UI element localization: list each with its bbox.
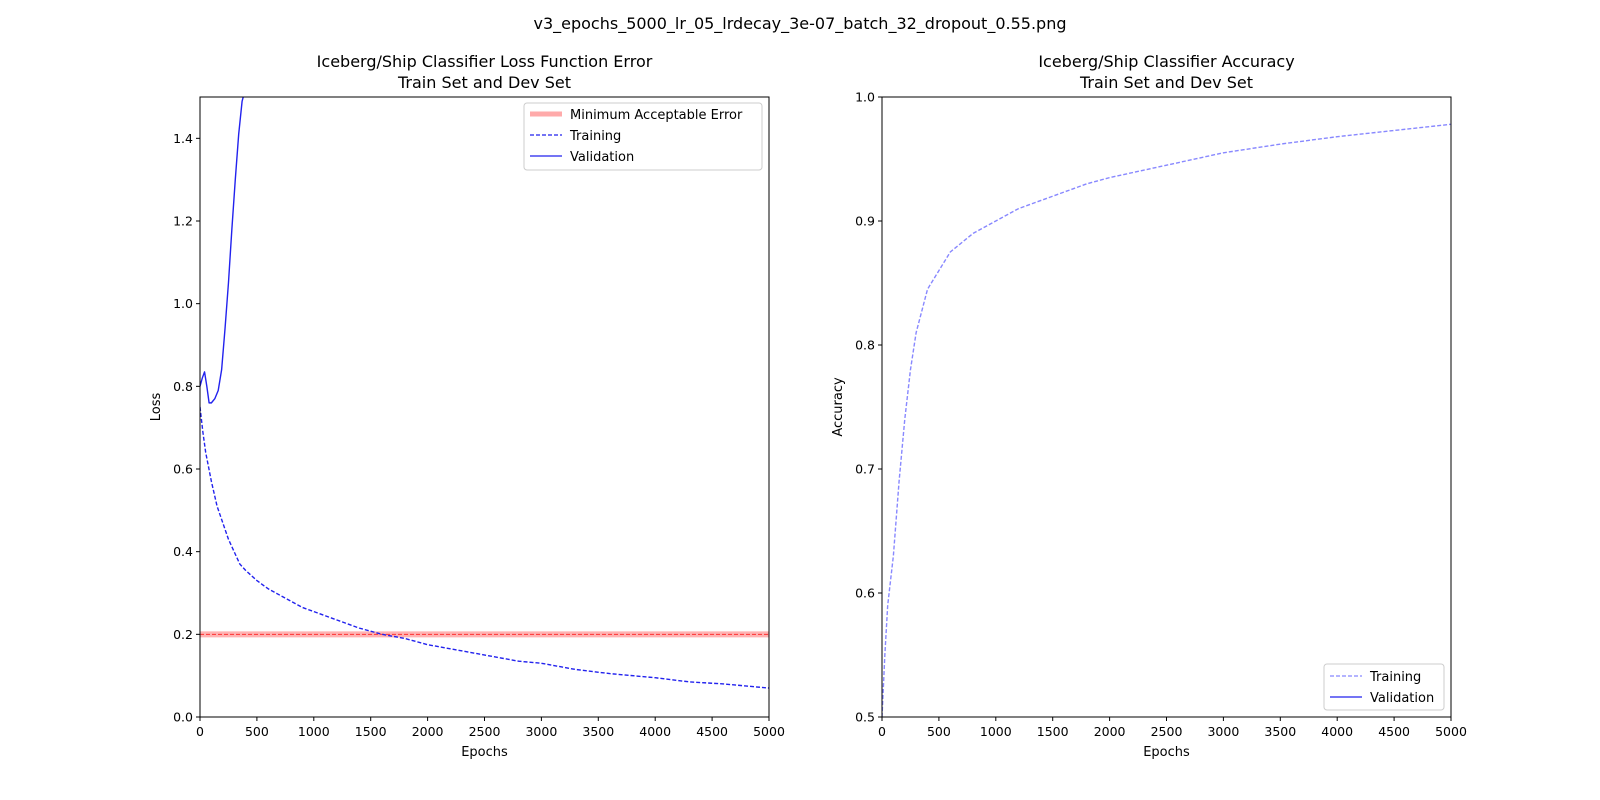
loss-chart-title-line-2: Train Set and Dev Set	[397, 73, 571, 92]
loss-chart-xlabel: Epochs	[461, 745, 508, 760]
accuracy-chart: Iceberg/Ship Classifier Accuracy Train S…	[831, 52, 1467, 760]
accuracy-xtick-label: 2000	[1094, 724, 1126, 739]
loss-ytick-label: 0.4	[173, 544, 193, 559]
loss-series-validation-line	[200, 97, 244, 404]
loss-chart-title-line-1: Iceberg/Ship Classifier Loss Function Er…	[317, 52, 653, 71]
figure-suptitle: v3_epochs_5000_lr_05_lrdecay_3e-07_batch…	[533, 14, 1066, 34]
loss-ytick-label: 0.0	[173, 710, 193, 725]
loss-xtick-label: 3000	[525, 724, 557, 739]
loss-xtick-label: 500	[245, 724, 269, 739]
loss-ytick-label: 0.2	[173, 627, 193, 642]
accuracy-legend-label-validation: Validation	[1370, 691, 1434, 706]
accuracy-xtick-label: 3000	[1207, 724, 1239, 739]
loss-series-training-line	[200, 406, 769, 689]
loss-legend-label-validation: Validation	[570, 150, 634, 165]
accuracy-legend-label-training: Training	[1369, 670, 1421, 685]
accuracy-chart-legend: Training Validation	[1323, 663, 1445, 711]
loss-xtick-label: 1000	[298, 724, 330, 739]
accuracy-xtick-label: 1000	[980, 724, 1012, 739]
loss-xtick-label: 1500	[355, 724, 387, 739]
accuracy-xtick-label: 0	[878, 724, 886, 739]
accuracy-ytick-label: 0.6	[855, 586, 875, 601]
accuracy-ytick-label: 0.9	[855, 214, 875, 229]
accuracy-chart-ylabel: Accuracy	[831, 377, 846, 437]
accuracy-chart-title-line-2: Train Set and Dev Set	[1079, 73, 1253, 92]
loss-legend-box	[523, 102, 763, 171]
loss-xtick-label: 2500	[469, 724, 501, 739]
loss-xtick-label: 3500	[582, 724, 614, 739]
loss-ytick-label: 0.8	[173, 379, 193, 394]
loss-xtick-label: 2000	[412, 724, 444, 739]
accuracy-xtick-label: 2500	[1151, 724, 1183, 739]
loss-xtick-label: 4000	[639, 724, 671, 739]
accuracy-ytick-label: 1.0	[855, 90, 875, 105]
loss-ytick-label: 1.0	[173, 296, 193, 311]
loss-ytick-label: 1.2	[173, 214, 193, 229]
loss-chart-ylabel: Loss	[149, 393, 164, 422]
accuracy-xtick-label: 1500	[1037, 724, 1069, 739]
loss-chart-legend: Minimum Acceptable Error Training Valida…	[523, 102, 763, 171]
accuracy-xtick-label: 5000	[1435, 724, 1467, 739]
accuracy-chart-frame	[881, 96, 1452, 718]
loss-xtick-label: 0	[196, 724, 204, 739]
loss-ytick-label: 1.4	[173, 131, 193, 146]
loss-chart: Iceberg/Ship Classifier Loss Function Er…	[149, 52, 785, 760]
accuracy-xtick-label: 4500	[1378, 724, 1410, 739]
loss-xtick-label: 5000	[753, 724, 785, 739]
accuracy-ytick-label: 0.8	[855, 338, 875, 353]
loss-chart-frame	[199, 96, 770, 718]
accuracy-chart-title-line-1: Iceberg/Ship Classifier Accuracy	[1038, 52, 1294, 71]
accuracy-series-training-line	[882, 123, 1451, 717]
loss-ytick-label: 0.6	[173, 462, 193, 477]
accuracy-ytick-label: 0.7	[855, 462, 875, 477]
accuracy-ytick-label: 0.5	[855, 710, 875, 725]
loss-xtick-label: 4500	[696, 724, 728, 739]
accuracy-xtick-label: 500	[927, 724, 951, 739]
accuracy-xtick-label: 4000	[1321, 724, 1353, 739]
loss-legend-label-reference: Minimum Acceptable Error	[570, 108, 743, 123]
accuracy-chart-xlabel: Epochs	[1143, 745, 1190, 760]
accuracy-xtick-label: 3500	[1264, 724, 1296, 739]
loss-legend-label-training: Training	[569, 129, 621, 144]
